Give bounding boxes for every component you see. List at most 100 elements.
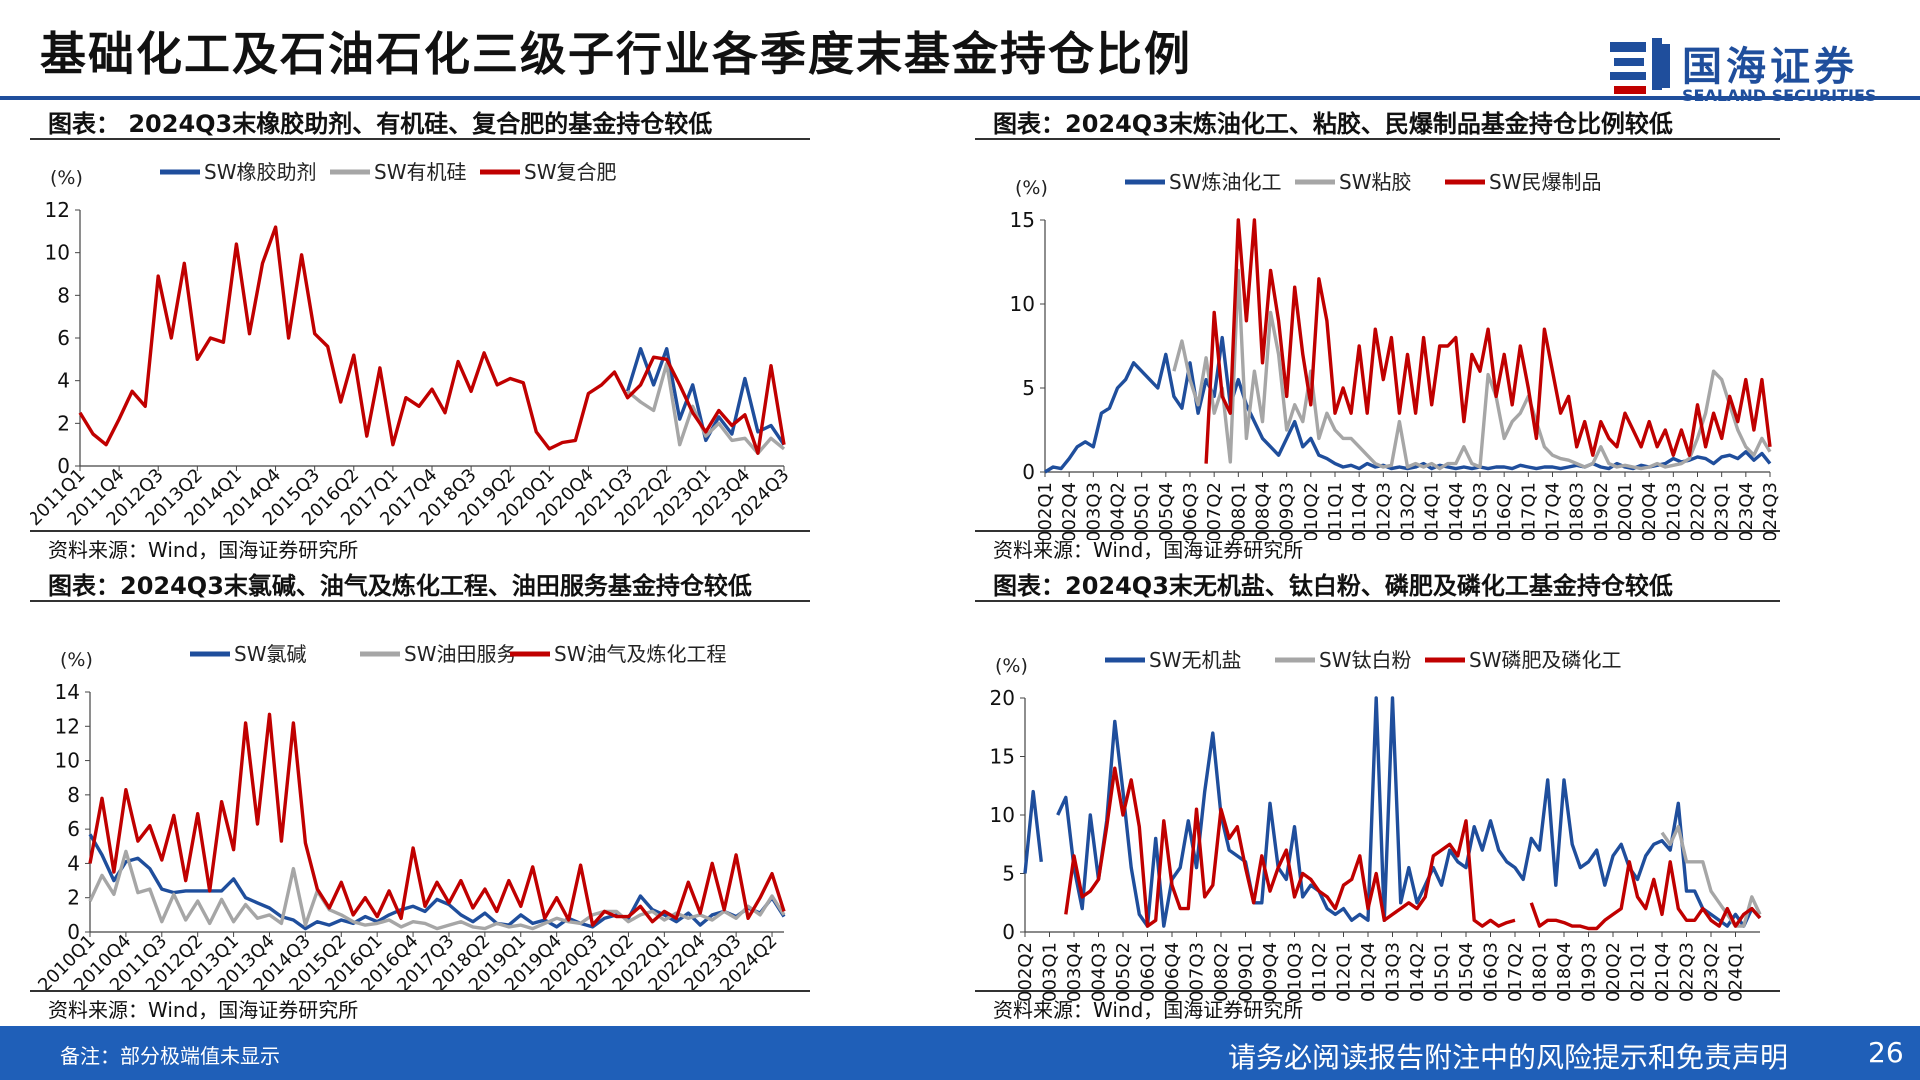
y-unit-label: (%): [50, 167, 83, 189]
x-tick-label: 2004Q3: [1089, 942, 1110, 1002]
legend-label: SW氯碱: [234, 642, 306, 666]
y-tick-label: 0: [67, 920, 80, 944]
chart-panel-1: 图表： 2024Q3末橡胶助剂、有机硅、复合肥的基金持仓较低 (%) SW橡胶助剂…: [30, 104, 810, 564]
x-tick-label: 2015Q3: [1470, 482, 1491, 540]
title-divider: [30, 600, 810, 602]
chart-title: 图表：2024Q3末炼油化工、粘胶、民爆制品基金持仓比例较低: [993, 110, 1673, 138]
chart-panel-2: 图表：2024Q3末炼油化工、粘胶、民爆制品基金持仓比例较低 (%) SW炼油化工…: [975, 104, 1780, 564]
x-tick-label: 2009Q3: [1277, 482, 1298, 540]
y-tick-label: 10: [990, 803, 1015, 827]
source-divider: [30, 530, 810, 532]
y-unit-label: (%): [995, 655, 1028, 677]
x-tick-label: 2020Q1: [1615, 482, 1636, 540]
page-title: 基础化工及石油石化三级子行业各季度末基金持仓比例: [40, 27, 1192, 81]
x-tick-label: 2003Q4: [1064, 942, 1085, 1002]
legend-label: SW磷肥及磷化工: [1469, 648, 1621, 672]
x-tick-label: 2021Q4: [1652, 942, 1673, 1002]
x-tick-label: 2012Q3: [1373, 482, 1394, 540]
legend-label: SW油田服务: [404, 642, 516, 666]
x-tick-label: 2007Q2: [1204, 482, 1225, 540]
x-tick-label: 2007Q3: [1187, 942, 1208, 1002]
x-tick-label: 2009Q4: [1260, 942, 1281, 1002]
x-tick-label: 2022Q3: [1677, 942, 1698, 1002]
x-tick-label: 2002Q2: [1015, 942, 1036, 1002]
logo-text-cn: 国海证券: [1682, 44, 1858, 90]
x-tick-label: 2003Q3: [1083, 482, 1104, 540]
x-tick-label: 2020Q4: [1639, 482, 1660, 540]
legend-label: SW粘胶: [1339, 170, 1411, 194]
chart-panel-4: 图表：2024Q3末无机盐、钛白粉、磷肥及磷化工基金持仓较低 (%) SW无机盐 S…: [975, 566, 1780, 1026]
x-tick-label: 2023Q4: [1736, 482, 1757, 540]
series-line: [88, 712, 786, 927]
x-tick-label: 2019Q3: [1579, 942, 1600, 1002]
chart-source: 资料来源：Wind，国海证券研究所: [993, 538, 1304, 562]
x-tick-label: 2023Q1: [1712, 482, 1733, 540]
chart-title: 图表：2024Q3末氯碱、油气及炼化工程、油田服务基金持仓较低: [48, 572, 752, 600]
line-chart: (%) SW氯碱 SW油田服务 SW油气及炼化工程024681012142010Q12…: [34, 642, 786, 996]
x-tick-label: 2004Q2: [1108, 482, 1129, 540]
x-tick-label: 2005Q2: [1113, 942, 1134, 1002]
y-tick-label: 10: [55, 749, 80, 773]
legend-label: SW炼油化工: [1169, 170, 1281, 194]
x-tick-label: 2002Q1: [1035, 482, 1056, 540]
series-line: [1064, 766, 1762, 931]
logo-mark-icon: [1610, 38, 1670, 94]
y-tick-label: 0: [1002, 920, 1015, 944]
source-divider: [975, 990, 1780, 992]
legend-label: SW无机盐: [1149, 648, 1241, 672]
x-tick-label: 2014Q4: [1446, 482, 1467, 540]
source-divider: [975, 530, 1780, 532]
logo-text-en: SEALAND SECURITIES: [1682, 86, 1876, 105]
title-divider: [30, 138, 810, 140]
x-tick-label: 2024Q3: [1760, 482, 1780, 540]
x-tick-label: 2012Q4: [1358, 942, 1379, 1002]
legend-label: SW复合肥: [524, 160, 616, 184]
chart-source: 资料来源：Wind，国海证券研究所: [48, 538, 359, 562]
x-tick-label: 2024Q1: [1726, 942, 1747, 1002]
y-tick-label: 6: [57, 326, 70, 350]
header-divider-right: [1570, 96, 1920, 100]
series-line: [1172, 268, 1772, 471]
legend-label: SW油气及炼化工程: [554, 642, 726, 666]
x-tick-label: 2003Q1: [1040, 942, 1061, 1002]
chart-source: 资料来源：Wind，国海证券研究所: [48, 998, 359, 1022]
y-tick-label: 10: [1010, 292, 1035, 316]
legend-label: SW有机硅: [374, 160, 466, 184]
x-tick-label: 2021Q1: [1628, 942, 1649, 1002]
x-tick-label: 2002Q4: [1059, 482, 1080, 540]
x-tick-label: 2018Q1: [1530, 942, 1551, 1002]
y-tick-label: 5: [1002, 862, 1015, 886]
series-line: [88, 849, 786, 931]
x-tick-label: 2013Q2: [1398, 482, 1419, 540]
x-tick-label: 2016Q2: [1494, 482, 1515, 540]
x-tick-label: 2017Q4: [1543, 482, 1564, 540]
x-tick-label: 2018Q4: [1554, 942, 1575, 1002]
x-tick-label: 2017Q2: [1505, 942, 1526, 1002]
series-line: [1023, 696, 1762, 928]
y-tick-label: 2: [67, 886, 80, 910]
y-tick-label: 2: [57, 411, 70, 435]
x-tick-label: 2015Q4: [1456, 942, 1477, 1002]
header-divider: [0, 96, 1570, 100]
x-tick-label: 2019Q2: [1591, 482, 1612, 540]
y-tick-label: 4: [67, 851, 80, 875]
y-tick-label: 12: [45, 198, 70, 222]
x-tick-label: 2021Q3: [1663, 482, 1684, 540]
y-tick-label: 12: [55, 714, 80, 738]
y-tick-label: 14: [55, 680, 80, 704]
footer-bar: 备注：部分极端值未显示 请务必阅读报告附注中的风险提示和免责声明 26: [0, 1026, 1920, 1080]
y-unit-label: (%): [1015, 177, 1048, 199]
y-tick-label: 20: [990, 686, 1015, 710]
footer-disclaimer: 请务必阅读报告附注中的风险提示和免责声明: [1228, 1041, 1789, 1074]
legend-label: SW民爆制品: [1489, 170, 1601, 194]
x-tick-label: 2012Q1: [1334, 942, 1355, 1002]
x-tick-label: 2008Q2: [1211, 942, 1232, 1002]
series-line: [625, 347, 786, 446]
legend-label: SW橡胶助剂: [204, 160, 316, 184]
y-tick-label: 10: [45, 241, 70, 265]
x-tick-label: 2006Q1: [1138, 942, 1159, 1002]
logo: 国海证券 SEALAND SECURITIES: [1610, 28, 1880, 108]
x-tick-label: 2020Q2: [1603, 942, 1624, 1002]
